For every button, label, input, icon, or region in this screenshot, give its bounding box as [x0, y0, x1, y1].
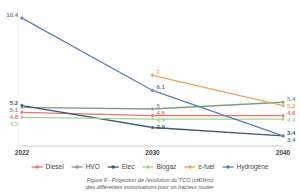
legend-marker	[188, 165, 192, 169]
series-point	[20, 104, 24, 108]
data-label: 4.6	[157, 110, 166, 116]
series-point	[151, 74, 155, 78]
data-label: 3.9	[157, 124, 166, 130]
series-point	[151, 126, 155, 130]
legend-marker	[35, 165, 39, 169]
series-group	[20, 16, 285, 137]
data-label: 4.4	[287, 117, 296, 123]
chart-svg: 20222030204010.45.25.14.84.576.154.64.43…	[0, 0, 300, 195]
legend-marker	[111, 165, 115, 169]
series-point	[281, 117, 285, 121]
series-point	[281, 134, 285, 138]
series-line	[153, 75, 284, 105]
series-point	[281, 114, 285, 118]
data-label: 4.4	[157, 117, 166, 123]
data-label: 7	[157, 69, 161, 75]
series-point	[151, 117, 155, 121]
title: Figure 9 - Projection de l'évolution du …	[86, 177, 215, 190]
data-label: 10.4	[6, 12, 18, 18]
series-point	[20, 16, 24, 20]
legend-marker	[75, 165, 79, 169]
title-line: Figure 9 - Projection de l'évolution du …	[87, 177, 214, 183]
legend-label: HVO	[86, 163, 100, 170]
series-line	[22, 106, 283, 136]
series-point	[151, 114, 155, 118]
legend-label: Élec	[122, 162, 135, 170]
data-label: 3.4	[287, 137, 296, 143]
series-point	[281, 100, 285, 104]
data-label: 4.5	[10, 121, 19, 127]
series-point	[151, 107, 155, 111]
series-point	[20, 111, 24, 115]
x-tick-label: 2040	[276, 149, 291, 156]
title-line: des différentes motorisations pour un tr…	[86, 184, 215, 190]
data-label: 6.1	[157, 84, 166, 90]
legend-marker	[146, 165, 150, 169]
data-label: 3.4	[287, 130, 296, 136]
legend-label: Hydrogène	[237, 163, 269, 171]
x-tick-label: 2030	[145, 149, 160, 156]
x-tick-label: 2022	[15, 149, 30, 156]
legend-marker	[226, 165, 230, 169]
data-label: 4.8	[10, 114, 19, 120]
series-point	[20, 116, 24, 120]
data-label: 5	[157, 103, 161, 109]
data-label: 5.4	[287, 96, 296, 102]
series-point	[281, 134, 285, 138]
series-point	[281, 104, 285, 108]
legend-label: Biogaz	[156, 163, 176, 171]
series-point	[151, 89, 155, 93]
legend-label: e-fuel	[198, 163, 215, 170]
data-label: 5.1	[10, 107, 19, 113]
data-label: 5.2	[10, 100, 19, 106]
chart-container: 20222030204010.45.25.14.84.576.154.64.43…	[0, 0, 300, 195]
legend: Diesel HVO Élec Biogaz e-fuel Hydrogène	[32, 162, 269, 171]
x-axis	[22, 146, 283, 147]
series-line	[22, 18, 283, 136]
legend-label: Diesel	[46, 163, 65, 170]
data-label: 4.6	[287, 110, 296, 116]
data-label: 5.2	[287, 103, 296, 109]
